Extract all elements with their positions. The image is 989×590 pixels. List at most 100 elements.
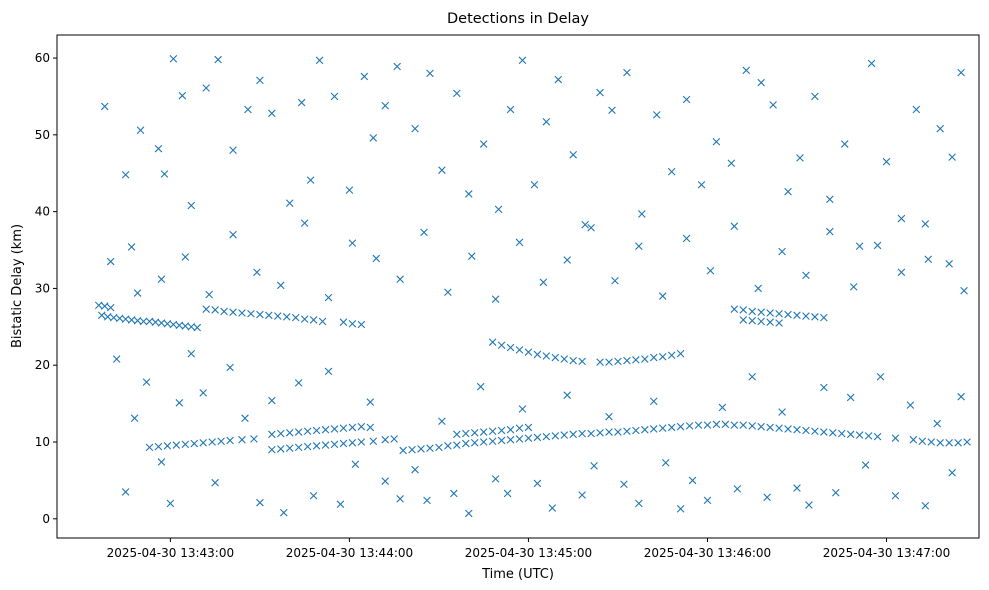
- data-point: [802, 312, 810, 320]
- data-point: [300, 219, 309, 227]
- data-point: [608, 106, 616, 115]
- data-point: [605, 428, 613, 436]
- data-point: [265, 311, 273, 320]
- data-point: [649, 425, 658, 433]
- data-point: [453, 430, 461, 439]
- data-point: [408, 445, 416, 454]
- data-point: [106, 257, 115, 266]
- data-point: [757, 317, 765, 326]
- data-point: [339, 318, 348, 326]
- data-point: [936, 124, 944, 133]
- data-point: [202, 84, 210, 92]
- data-point: [506, 425, 515, 434]
- data-point: [453, 441, 461, 449]
- data-point: [909, 435, 918, 444]
- data-point: [906, 401, 915, 409]
- data-point: [721, 420, 730, 429]
- y-tick-label: 20: [35, 358, 50, 372]
- data-point: [605, 412, 613, 421]
- data-point: [661, 458, 670, 467]
- data-point: [757, 422, 765, 431]
- data-point: [205, 290, 213, 299]
- data-point: [438, 417, 446, 426]
- data-point: [121, 488, 130, 496]
- data-point: [840, 140, 849, 148]
- data-point: [211, 306, 219, 314]
- data-point: [461, 439, 470, 448]
- data-point: [450, 489, 458, 498]
- data-point: [864, 432, 873, 440]
- data-point: [187, 349, 196, 358]
- data-point: [411, 124, 419, 133]
- data-point: [635, 242, 643, 250]
- data-point: [312, 426, 321, 435]
- data-point: [357, 422, 366, 431]
- data-point: [178, 91, 187, 100]
- data-point: [372, 254, 381, 263]
- y-tick-label: 40: [35, 205, 50, 219]
- data-point: [846, 393, 855, 402]
- data-point: [605, 358, 613, 366]
- data-point: [444, 288, 452, 297]
- data-point: [256, 76, 264, 85]
- data-point: [426, 444, 434, 452]
- data-point: [253, 268, 261, 277]
- data-point: [784, 187, 792, 196]
- data-point: [518, 56, 527, 65]
- data-point: [748, 422, 757, 430]
- data-point: [199, 389, 207, 397]
- data-point: [226, 436, 234, 445]
- data-point: [488, 338, 497, 346]
- data-point: [348, 423, 357, 432]
- data-point: [181, 253, 190, 261]
- data-point: [426, 69, 434, 78]
- data-point: [882, 157, 891, 166]
- data-point: [596, 429, 604, 437]
- data-point: [303, 427, 312, 436]
- data-point: [130, 414, 139, 422]
- data-point: [748, 307, 757, 316]
- data-point: [611, 276, 619, 285]
- data-point: [187, 201, 196, 210]
- data-point: [590, 462, 598, 470]
- data-point: [423, 496, 431, 505]
- data-point: [775, 319, 783, 327]
- data-point: [876, 372, 885, 381]
- data-point: [727, 159, 736, 168]
- data-point: [217, 437, 225, 446]
- data-point: [491, 295, 500, 303]
- data-point: [632, 356, 640, 364]
- data-point: [569, 430, 577, 439]
- data-point: [515, 435, 524, 443]
- data-point: [954, 438, 962, 447]
- data-point: [587, 429, 595, 438]
- data-point: [366, 398, 375, 406]
- y-axis-ticks: 0 10 20 30 40 50 60: [35, 51, 57, 526]
- data-point: [166, 499, 175, 508]
- data-point: [268, 430, 276, 439]
- data-point: [330, 92, 339, 101]
- data-point: [820, 383, 828, 392]
- data-point: [891, 491, 900, 500]
- data-point: [276, 429, 285, 438]
- data-point: [351, 460, 360, 469]
- data-point: [635, 499, 643, 508]
- data-point: [778, 247, 786, 256]
- y-tick-label: 50: [35, 128, 50, 142]
- data-point: [778, 408, 786, 416]
- data-point: [775, 309, 783, 318]
- data-point: [614, 357, 622, 366]
- data-point: [766, 318, 774, 326]
- data-point: [739, 316, 748, 324]
- data-point: [945, 438, 953, 447]
- data-point: [154, 144, 163, 153]
- data-point: [948, 468, 956, 477]
- data-point: [563, 391, 572, 399]
- data-point: [515, 424, 524, 432]
- data-point: [157, 458, 166, 466]
- x-tick-label: 2025-04-30 13:46:00: [644, 546, 771, 560]
- data-point: [318, 317, 327, 326]
- data-point: [202, 305, 210, 313]
- data-point: [121, 170, 130, 179]
- data-point: [936, 438, 944, 447]
